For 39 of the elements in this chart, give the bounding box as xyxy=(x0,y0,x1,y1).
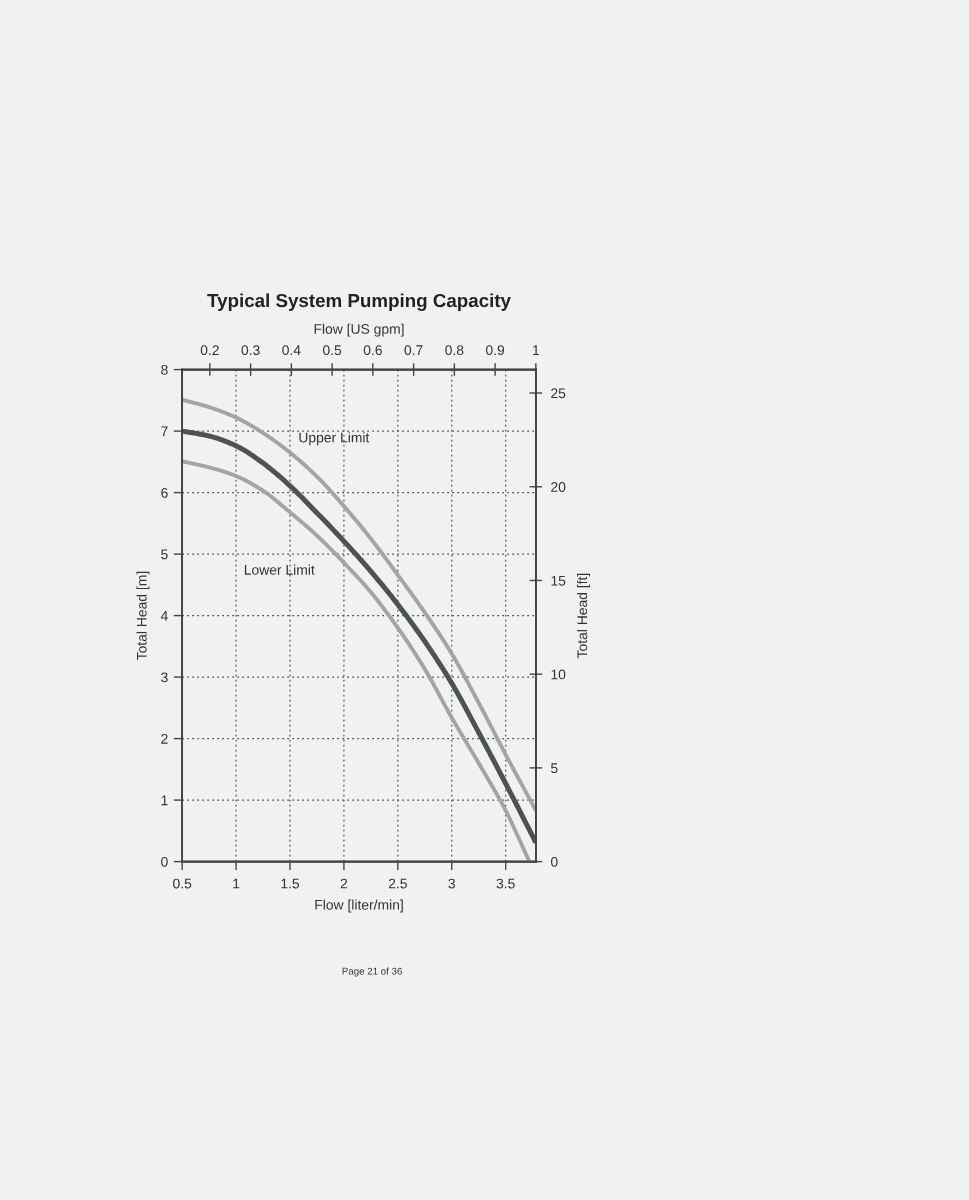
x2-tick-label: 0.9 xyxy=(486,345,505,356)
y2-axis-title: Total Head [ft] xyxy=(577,573,590,659)
x2-tick-label: 0.7 xyxy=(404,345,423,356)
y2-tick-label: 0 xyxy=(550,856,558,867)
y-tick-label: 1 xyxy=(161,795,168,806)
x2-tick-label: 0.6 xyxy=(363,345,382,356)
x2-tick-label: 0.5 xyxy=(323,345,342,356)
y2-tick-label: 25 xyxy=(551,388,566,399)
y2-tick-label: 5 xyxy=(551,763,558,774)
y-tick-label: 3 xyxy=(161,672,168,683)
text: Page 21 of 36 xyxy=(342,967,402,977)
y-axis-title: Total Head [m] xyxy=(136,571,150,661)
x-tick-label: 1.5 xyxy=(281,878,300,889)
y-tick-label: 7 xyxy=(161,426,168,437)
y-tick-label: 6 xyxy=(161,487,168,498)
x2-tick-label: 0.4 xyxy=(282,345,301,356)
x-tick-label: 2 xyxy=(340,878,348,889)
series-label: Upper Limit xyxy=(299,432,370,446)
y-tick-label: 0 xyxy=(161,856,168,867)
x2-tick-label: 1 xyxy=(533,345,540,355)
y-tick-label: 5 xyxy=(161,549,168,560)
x2-tick-label: 0.3 xyxy=(241,345,260,356)
chart-title: Typical System Pumping Capacity xyxy=(207,293,511,311)
y2-tick-label: 15 xyxy=(551,575,566,586)
x-tick-label: 3.5 xyxy=(496,878,515,889)
x-tick-label: 0.5 xyxy=(173,878,192,889)
series-label: Lower Limit xyxy=(244,564,315,575)
y-tick-label: 8 xyxy=(161,364,168,375)
y2-tick-label: 20 xyxy=(551,482,566,492)
x2-axis-title: Flow [US gpm] xyxy=(314,323,404,337)
y-tick-label: 2 xyxy=(161,733,168,744)
x-axis-title: Flow [liter/min] xyxy=(315,899,403,913)
y2-tick-label: 10 xyxy=(551,669,566,680)
x-tick-label: 3 xyxy=(448,878,455,889)
y-tick-label: 4 xyxy=(160,611,168,621)
x2-tick-label: 0.2 xyxy=(200,345,219,356)
x-tick-label: 2.5 xyxy=(388,878,407,889)
x2-tick-label: 0.8 xyxy=(445,345,464,356)
x-tick-label: 1 xyxy=(233,878,240,889)
